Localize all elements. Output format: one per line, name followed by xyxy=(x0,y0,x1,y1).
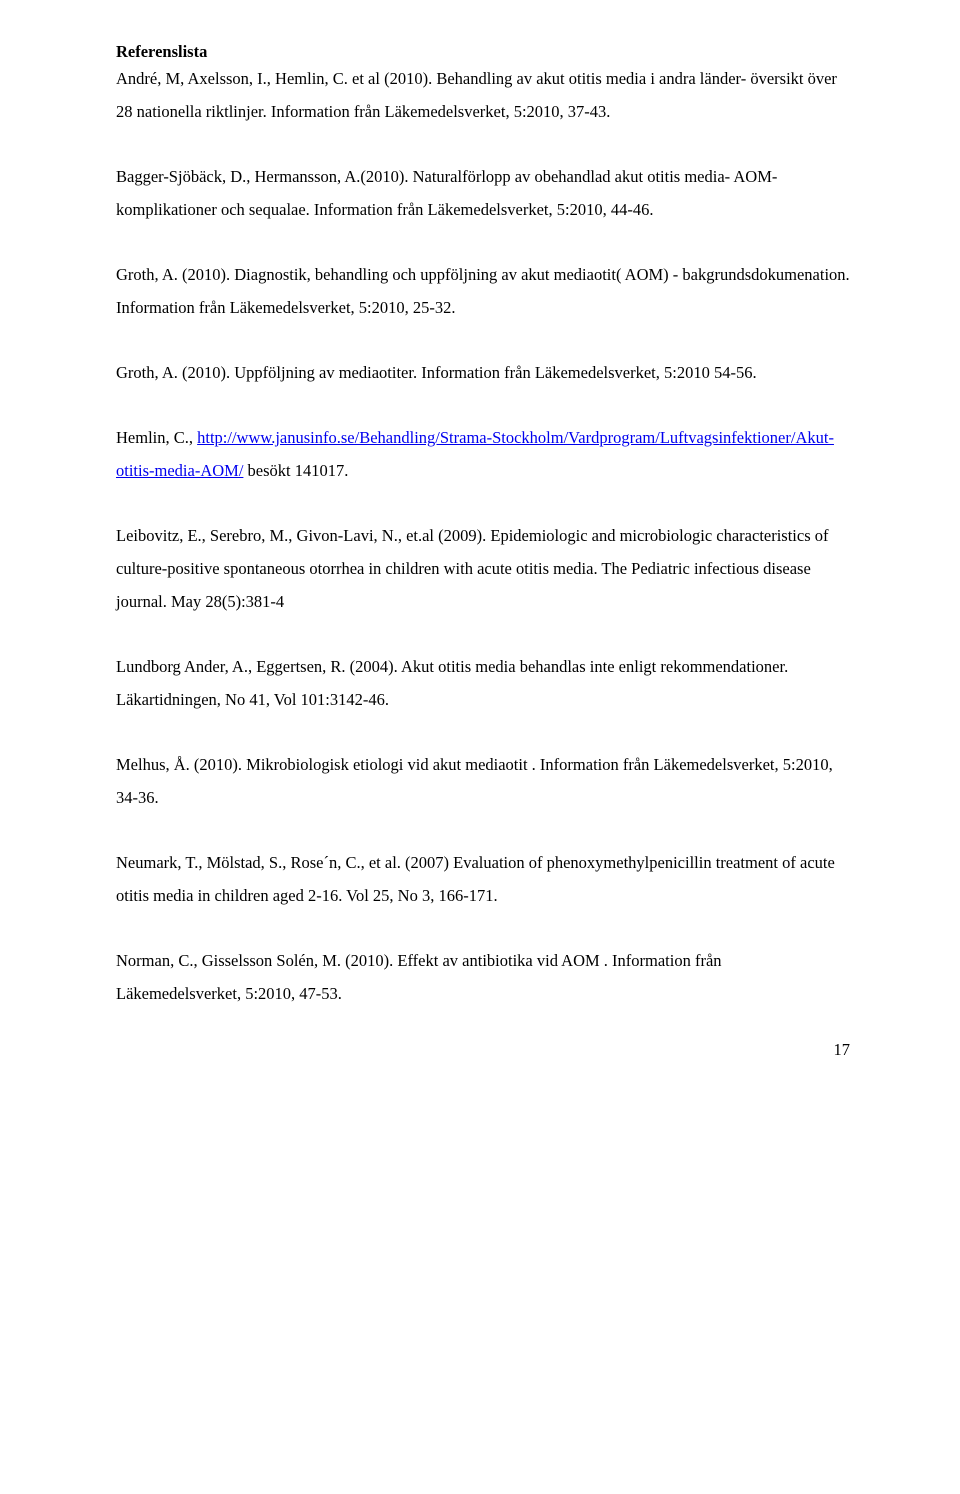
reference-text: Neumark, T., Mölstad, S., Rose´n, C., et… xyxy=(116,846,850,912)
reference-item: André, M, Axelsson, I., Hemlin, C. et al… xyxy=(116,62,850,128)
reference-item: Groth, A. (2010). Diagnostik, behandling… xyxy=(116,258,850,324)
reference-text: André, M, Axelsson, I., Hemlin, C. et al… xyxy=(116,62,850,128)
reference-link[interactable]: http://www.janusinfo.se/Behandling/Stram… xyxy=(116,428,834,480)
reference-suffix: besökt 141017. xyxy=(243,461,348,480)
reference-item: Bagger-Sjöbäck, D., Hermansson, A.(2010)… xyxy=(116,160,850,226)
reference-text: Leibovitz, E., Serebro, M., Givon-Lavi, … xyxy=(116,519,850,618)
reference-item: Melhus, Å. (2010). Mikrobiologisk etiolo… xyxy=(116,748,850,814)
reference-text: Groth, A. (2010). Uppföljning av mediaot… xyxy=(116,356,850,389)
reference-text: Bagger-Sjöbäck, D., Hermansson, A.(2010)… xyxy=(116,160,850,226)
reference-item: Hemlin, C., http://www.janusinfo.se/Beha… xyxy=(116,421,850,487)
reference-prefix: Hemlin, C., xyxy=(116,428,197,447)
reference-item: Lundborg Ander, A., Eggertsen, R. (2004)… xyxy=(116,650,850,716)
references-heading: Referenslista xyxy=(116,42,850,62)
reference-text: Melhus, Å. (2010). Mikrobiologisk etiolo… xyxy=(116,748,850,814)
reference-item: Leibovitz, E., Serebro, M., Givon-Lavi, … xyxy=(116,519,850,618)
page-number: 17 xyxy=(116,1042,850,1059)
reference-text: Lundborg Ander, A., Eggertsen, R. (2004)… xyxy=(116,650,850,716)
reference-text: Hemlin, C., http://www.janusinfo.se/Beha… xyxy=(116,421,850,487)
reference-text: Groth, A. (2010). Diagnostik, behandling… xyxy=(116,258,850,324)
reference-item: Norman, C., Gisselsson Solén, M. (2010).… xyxy=(116,944,850,1010)
reference-item: Neumark, T., Mölstad, S., Rose´n, C., et… xyxy=(116,846,850,912)
reference-text: Norman, C., Gisselsson Solén, M. (2010).… xyxy=(116,944,850,1010)
reference-item: Groth, A. (2010). Uppföljning av mediaot… xyxy=(116,356,850,389)
